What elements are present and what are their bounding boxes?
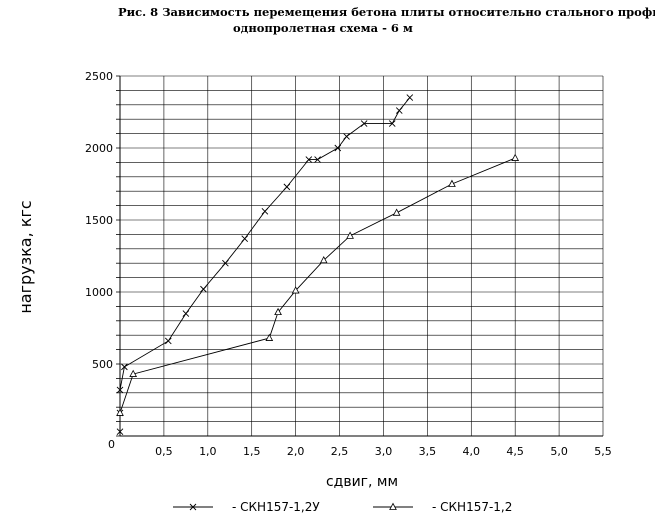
legend-entry-2: - СКН157-1,2 [373,500,512,514]
data-point [116,386,124,394]
x-tick-label: 5,5 [594,445,612,458]
y-axis-label: нагрузка, кгс [16,200,35,313]
y-tick-label: 500 [92,358,113,371]
x-tick-label: 2,0 [287,445,305,458]
legend-entry-1: - СКН157-1,2У [173,500,320,514]
data-point [274,307,282,316]
y-tick-label: 2000 [85,142,113,155]
x-tick-label: 3,0 [375,445,393,458]
y-tick-labels: 500 1000 1500 2000 2500 [85,70,113,371]
data-point [305,156,313,163]
legend-label: - СКН157-1,2У [232,500,320,514]
y-tick-label: 1000 [85,286,113,299]
x-tick-label: 4,5 [506,445,524,458]
data-point [392,208,401,216]
data-point [448,179,456,187]
data-point [189,503,197,511]
y-tick-label: 2500 [85,70,113,83]
x-tick-label: 4,0 [463,445,481,458]
series-2 [116,153,520,416]
data-point [343,133,350,140]
data-point [334,144,342,152]
x-axis-label: сдвиг, мм [326,474,398,490]
data-point [241,235,249,243]
data-point [360,120,368,127]
data-point [121,363,128,371]
data-point [291,286,300,294]
chart-title: Рис. 8 Зависимость перемещения бетона пл… [118,5,655,19]
x-tick-label: 1,5 [243,445,261,458]
y-tick-label: 1500 [85,214,113,227]
legend: - СКН157-1,2У - СКН157-1,2 [173,500,512,514]
x-tick-label: 5,0 [550,445,568,458]
data-point [406,94,414,101]
data-point [388,120,396,127]
data-point [129,369,138,377]
x-tick-label: 0,5 [155,445,173,458]
origin-label: 0 [108,438,115,451]
data-point [222,259,229,267]
x-tick-labels: 0,5 1,0 1,5 2,0 2,5 3,0 3,5 4,0 4,5 5,0 5,5 [155,445,612,458]
x-tick-label: 3,5 [419,445,437,458]
series-line [119,157,516,414]
data-point [200,285,207,293]
data-point [511,153,520,161]
data-point [319,255,328,264]
axes [116,75,603,437]
data-point [265,333,274,341]
data-point [283,183,291,191]
series-layer [116,94,520,435]
chart-subtitle: однопролетная схема - 6 м [233,21,413,35]
data-point [389,502,397,510]
legend-label: - СКН157-1,2 [432,500,512,514]
data-point [164,337,172,345]
data-point [261,208,269,215]
data-point [314,156,321,163]
data-point [346,231,354,239]
data-point [182,310,190,317]
data-point [116,428,124,435]
x-tick-label: 1,0 [199,445,217,458]
data-point [395,107,403,114]
data-point [116,408,124,416]
grid [120,75,604,436]
x-tick-label: 2,5 [331,445,349,458]
series-1 [116,94,414,435]
